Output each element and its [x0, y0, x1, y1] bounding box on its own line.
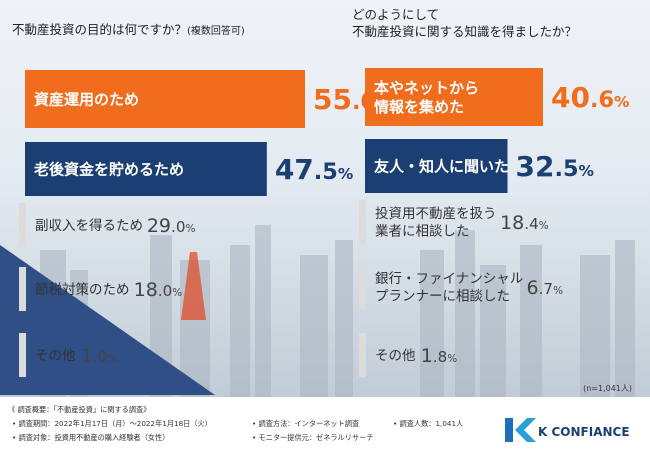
value-label: 18.0% — [134, 279, 183, 301]
bar — [19, 333, 26, 377]
logo-text: K CONFIANCE — [538, 425, 630, 439]
footer-overview: 《 調査概要：「不動産投資」に関する調査》 — [8, 405, 150, 414]
right-question-line1: どのようにして — [352, 7, 439, 22]
footer-monitor: • モニター提供元：ゼネラルリサーチ — [252, 433, 374, 442]
category-label: 友人・知人に聞いた — [374, 157, 509, 175]
value-label: 29.0% — [147, 215, 196, 237]
bar — [359, 333, 366, 377]
category-label: その他 — [375, 348, 416, 364]
bar — [19, 267, 26, 311]
bar — [359, 265, 366, 309]
footer-target: • 調査対象：投資用不動産の購入経験者（女性） — [12, 433, 169, 442]
category-label: その他 — [35, 348, 76, 364]
value-label: 18.4% — [500, 212, 549, 234]
category-label: 本やネットから — [374, 79, 479, 97]
bar — [365, 139, 508, 193]
left-question-main: 不動産投資の目的は何ですか？ — [12, 22, 187, 37]
value-label: 40.6% — [551, 81, 629, 114]
sample-size-note: (n=1,041人) — [583, 384, 632, 393]
value-label: 1.0% — [81, 345, 118, 367]
tower-icon — [181, 252, 206, 320]
category-label: 業者に相談した — [375, 224, 470, 240]
logo-mark-icon: K — [505, 418, 536, 442]
bar — [359, 200, 366, 244]
value-label: 6.7% — [527, 277, 564, 299]
k-confiance-logo: K K CONFIANCE — [505, 418, 630, 442]
left-question-title: 不動産投資の目的は何ですか？(複数回答可) — [12, 22, 245, 37]
footer-panel — [0, 397, 650, 450]
diagonal-accent — [0, 245, 215, 395]
right-question-line2: 不動産投資に関する知識を得ましたか？ — [352, 24, 577, 39]
category-label: 情報を集めた — [374, 98, 464, 116]
category-label: 投資用不動産を扱う — [375, 206, 497, 222]
city-skyline — [40, 225, 635, 400]
category-label: 資産運用のため — [34, 90, 139, 108]
bar — [25, 70, 305, 128]
footer-count: • 調査人数：1,041人 — [393, 419, 463, 428]
category-label: プランナーに相談した — [375, 289, 510, 305]
value-label: 1.8% — [421, 345, 458, 367]
category-label: 銀行・ファイナンシャル — [375, 271, 523, 287]
category-label: 節税対策のため — [35, 281, 130, 298]
bar — [365, 68, 543, 126]
bar — [25, 142, 267, 196]
value-label: 32.5% — [515, 150, 593, 183]
category-label: 副収入を得るため — [35, 217, 143, 234]
footer-period: • 調査期間：2022年1月17日（月）〜2022年1月18日（火） — [12, 419, 212, 428]
category-label: 老後資金を貯めるため — [33, 160, 184, 178]
left-bar-chart: 資産運用のため55.0%老後資金を貯めるため47.5%副収入を得るため29.0%… — [19, 70, 391, 377]
left-question-note: (複数回答可) — [187, 24, 245, 37]
footer-method: • 調査方法：インターネット調査 — [252, 419, 359, 428]
bar — [19, 203, 26, 247]
value-label: 47.5% — [275, 153, 353, 186]
